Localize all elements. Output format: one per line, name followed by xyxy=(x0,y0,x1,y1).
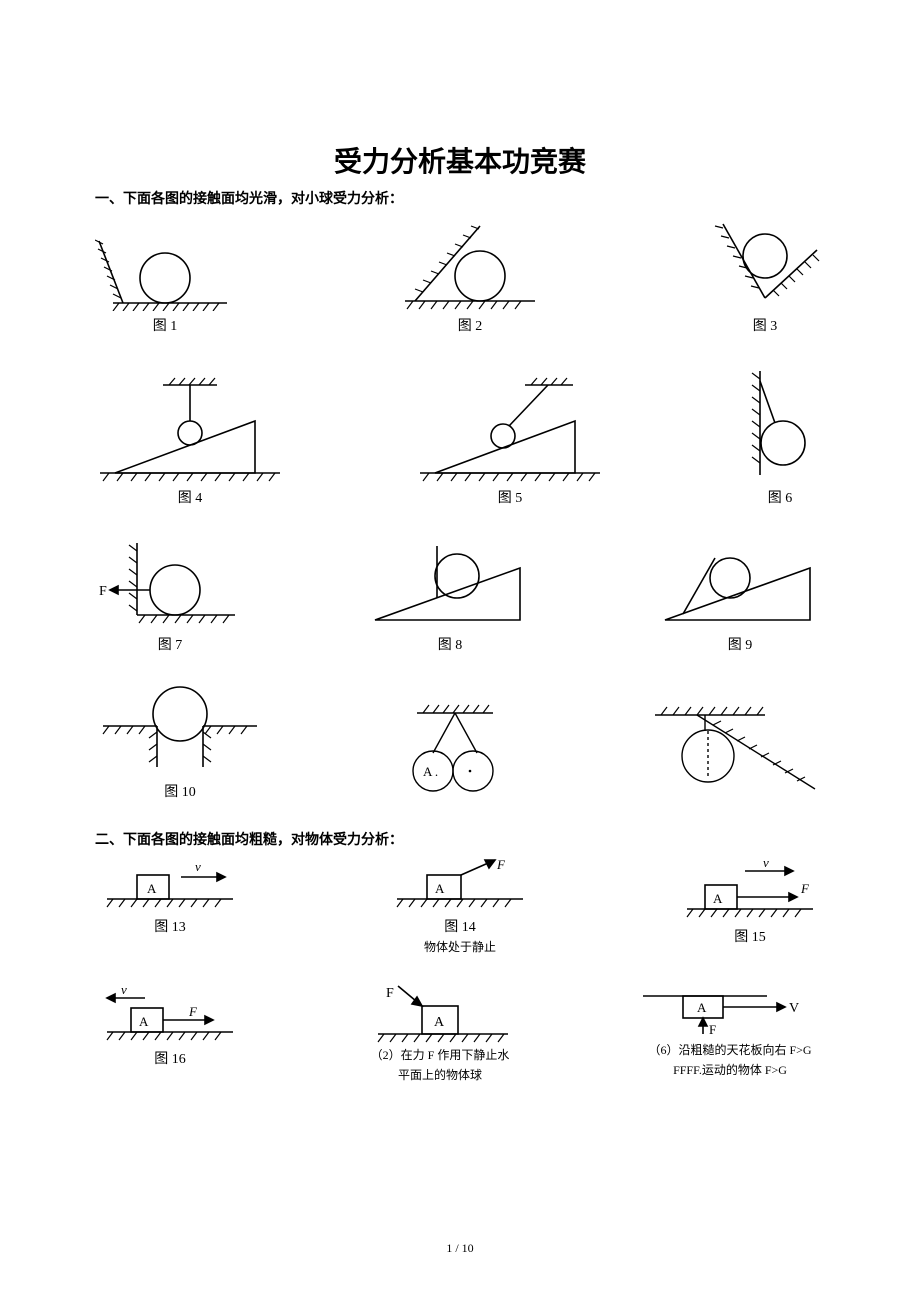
label-F: F xyxy=(99,584,107,599)
diagram-fig10 xyxy=(95,682,265,777)
row-6: A v F 图 16 xyxy=(95,984,825,1084)
fig-10: 图 10 xyxy=(95,682,265,801)
caption-fig3: 图 3 xyxy=(753,315,778,335)
label-A: A xyxy=(713,891,723,906)
fig-3: 图 3 xyxy=(705,216,825,335)
diagram-fig4 xyxy=(95,373,285,483)
fig-5: 图 5 xyxy=(415,373,605,507)
caption-fig5: 图 5 xyxy=(498,487,523,507)
label-F: F xyxy=(709,1022,716,1037)
diagram-fig12 xyxy=(645,701,825,801)
fig-7: F 图 7 xyxy=(95,535,245,654)
fig-14: A F 图 14 物体处于静止 xyxy=(385,857,535,956)
diagram-fig7: F xyxy=(95,535,245,630)
caption-fig8: 图 8 xyxy=(438,634,463,654)
label-v: v xyxy=(763,857,769,870)
row-3: F 图 7 图 8 图 9 xyxy=(95,535,825,654)
label-A: A xyxy=(697,1000,707,1015)
diagram-fig9 xyxy=(655,540,825,630)
subcap-fig17a: （2）在力 F 作用下静止水 xyxy=(371,1047,510,1064)
diagram-fig18: A V F xyxy=(635,984,825,1039)
diagram-fig1 xyxy=(95,231,235,311)
fig-6: 图 6 xyxy=(735,363,825,507)
diagram-fig5 xyxy=(415,373,605,483)
caption-fig15: 图 15 xyxy=(734,926,766,946)
label-F: F xyxy=(800,881,810,896)
diagram-fig17: A F xyxy=(360,984,520,1044)
fig-1: 图 1 xyxy=(95,231,235,335)
caption-fig2: 图 2 xyxy=(458,315,483,335)
diagram-fig16: A v F xyxy=(95,984,245,1044)
row-2: 图 4 xyxy=(95,363,825,507)
fig-11: A . xyxy=(385,701,525,801)
label-v: v xyxy=(121,984,127,997)
subcap-fig18b: FFFF.运动的物体 F>G xyxy=(673,1062,787,1079)
caption-fig9: 图 9 xyxy=(728,634,753,654)
fig-4: 图 4 xyxy=(95,373,285,507)
section-2-heading: 二、下面各图的接触面均粗糙，对物体受力分析： xyxy=(95,829,825,849)
page-title: 受力分析基本功竞赛 xyxy=(95,140,825,180)
label-V: V xyxy=(789,1001,799,1016)
diagram-fig15: A v F xyxy=(675,857,825,922)
label-F: F xyxy=(496,857,506,872)
fig-8: 图 8 xyxy=(365,540,535,654)
page-number: 1 / 10 xyxy=(0,1241,920,1256)
caption-fig4: 图 4 xyxy=(178,487,203,507)
fig-18: A V F （6）沿粗糙的天花板向右 F>G FFFF.运动的物体 F>G xyxy=(635,984,825,1079)
caption-fig10: 图 10 xyxy=(164,781,196,801)
diagram-fig2 xyxy=(395,221,545,311)
row-5: A v 图 13 A xyxy=(95,857,825,956)
diagram-fig6 xyxy=(735,363,825,483)
caption-fig1: 图 1 xyxy=(153,315,178,335)
page: 受力分析基本功竞赛 一、下面各图的接触面均光滑，对小球受力分析： xyxy=(0,0,920,1302)
diagram-fig11: A . xyxy=(385,701,525,801)
row-4: 图 10 A . xyxy=(95,682,825,801)
label-A: A xyxy=(147,881,157,896)
diagram-fig13: A v xyxy=(95,857,245,912)
fig-16: A v F 图 16 xyxy=(95,984,245,1068)
fig-2: 图 2 xyxy=(395,221,545,335)
fig-9: 图 9 xyxy=(655,540,825,654)
caption-fig16: 图 16 xyxy=(154,1048,186,1068)
section-1-heading: 一、下面各图的接触面均光滑，对小球受力分析： xyxy=(95,188,825,208)
subcap-fig18a: （6）沿粗糙的天花板向右 F>G xyxy=(648,1042,811,1059)
diagram-fig14: A F xyxy=(385,857,535,912)
caption-fig7: 图 7 xyxy=(158,634,183,654)
caption-fig13: 图 13 xyxy=(154,916,186,936)
label-v: v xyxy=(195,859,201,874)
label-A: A xyxy=(435,881,445,896)
caption-fig6: 图 6 xyxy=(768,487,793,507)
label-A: A xyxy=(139,1014,149,1029)
fig-17: A F （2）在力 F 作用下静止水 平面上的物体球 xyxy=(360,984,520,1084)
subcap-fig17b: 平面上的物体球 xyxy=(398,1067,482,1084)
caption-fig14: 图 14 xyxy=(444,916,476,936)
diagram-fig3 xyxy=(705,216,825,311)
label-F: F xyxy=(188,1004,198,1019)
label-A: A xyxy=(434,1015,445,1030)
fig-13: A v 图 13 xyxy=(95,857,245,936)
fig-15: A v F 图 15 xyxy=(675,857,825,946)
label-A-dot: A . xyxy=(423,764,438,779)
label-F: F xyxy=(386,986,394,1001)
subcap-fig14: 物体处于静止 xyxy=(424,939,496,956)
diagram-fig8 xyxy=(365,540,535,630)
row-1: 图 1 xyxy=(95,216,825,335)
fig-12 xyxy=(645,701,825,801)
